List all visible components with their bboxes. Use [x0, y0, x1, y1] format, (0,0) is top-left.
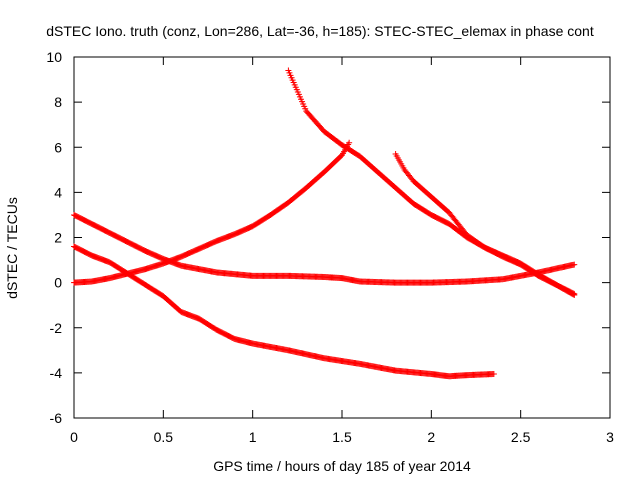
- series-sat-e: [71, 243, 497, 380]
- data-point: [571, 261, 578, 268]
- data-marks: [71, 67, 578, 380]
- y-tick-label: 6: [54, 139, 62, 155]
- y-tick-label: 10: [46, 49, 62, 65]
- y-tick-label: 2: [54, 230, 62, 246]
- series-sat-c: [392, 151, 578, 297]
- x-tick-label: 1.5: [332, 429, 352, 445]
- data-point: [490, 371, 497, 378]
- x-tick-label: 0: [70, 429, 78, 445]
- series-sat-b: [285, 67, 578, 299]
- y-axis-label: dSTEC / TECUs: [4, 197, 20, 299]
- series-sat-d: [71, 211, 578, 286]
- y-tick-label: 8: [54, 94, 62, 110]
- chart-title: dSTEC Iono. truth (conz, Lon=286, Lat=-3…: [46, 23, 594, 39]
- y-tick-label: 4: [54, 184, 62, 200]
- data-point: [346, 139, 353, 146]
- x-axis-ticks: 0 0.5 1 1.5 2 2.5 3: [70, 57, 614, 445]
- y-tick-label: -4: [50, 365, 63, 381]
- x-tick-label: 0.5: [154, 429, 174, 445]
- y-tick-label: 0: [54, 275, 62, 291]
- data-point: [570, 290, 577, 297]
- data-point: [571, 290, 578, 297]
- x-axis-label: GPS time / hours of day 185 of year 2014: [213, 458, 471, 474]
- x-tick-label: 2: [427, 429, 435, 445]
- x-tick-label: 1: [249, 429, 257, 445]
- x-tick-label: 3: [606, 429, 614, 445]
- y-tick-label: -6: [50, 410, 63, 426]
- x-tick-label: 2.5: [511, 429, 531, 445]
- y-tick-label: -2: [50, 320, 63, 336]
- y-axis-ticks: -6 -4 -2 0 2 4 6 8 10: [46, 49, 610, 426]
- plot-frame: [73, 56, 611, 419]
